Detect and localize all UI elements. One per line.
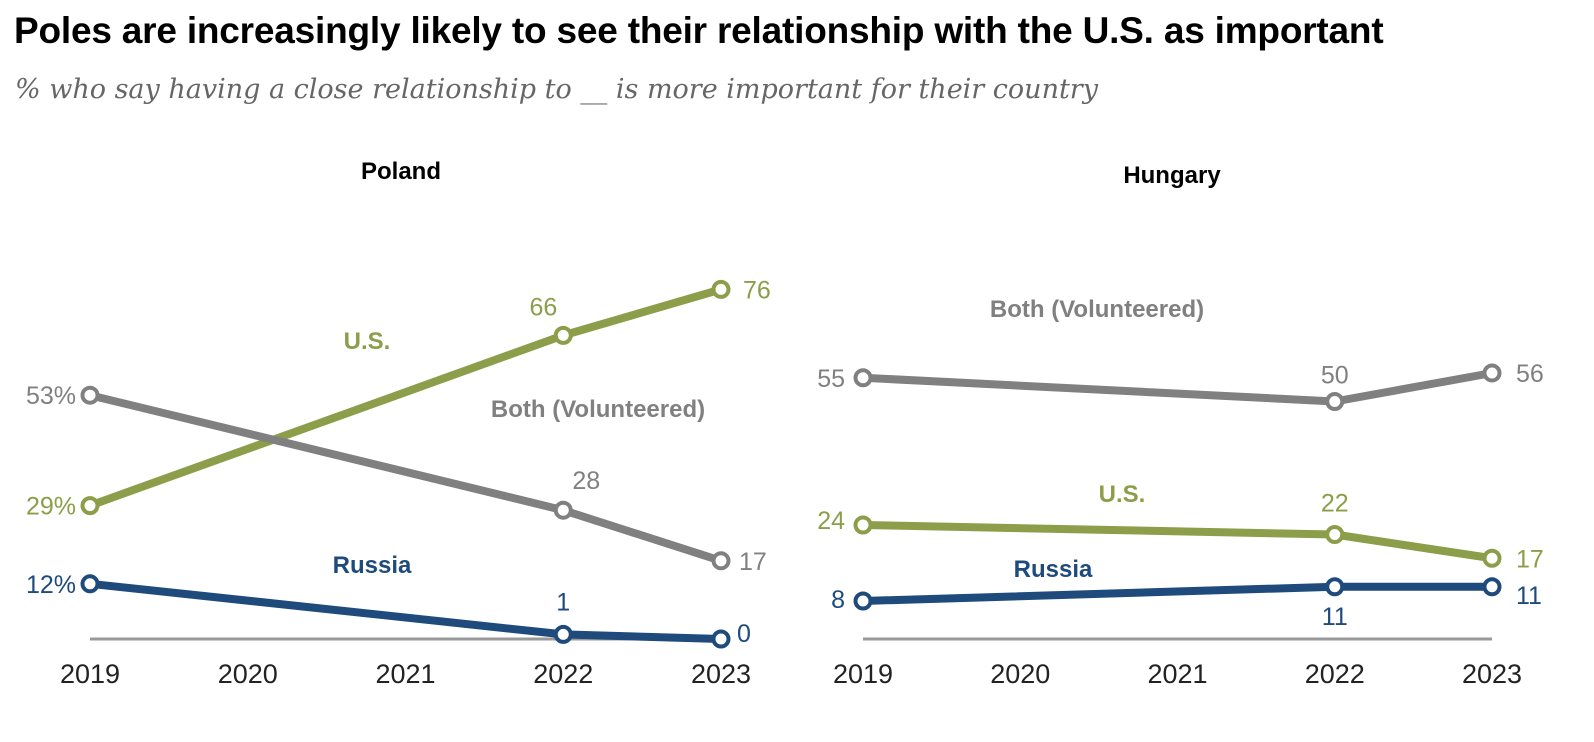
data-point <box>1482 548 1502 568</box>
data-label: 11 <box>1516 582 1542 610</box>
data-label: 29% <box>26 493 76 521</box>
x-tick-label: 2023 <box>691 659 751 689</box>
data-point <box>1325 392 1345 411</box>
data-label: 66 <box>529 293 557 321</box>
x-tick-label: 2023 <box>1462 659 1522 689</box>
data-point <box>853 591 873 611</box>
series-label-russia: Russia <box>1014 556 1093 583</box>
panel-title-hungary: Hungary <box>1123 162 1221 189</box>
data-label: 56 <box>1516 360 1544 388</box>
data-point <box>80 385 100 405</box>
data-label: 53% <box>26 382 76 410</box>
data-point <box>853 368 873 388</box>
data-point <box>711 551 731 571</box>
x-tick-label: 2019 <box>60 659 120 689</box>
series-label-both-volunteered: Both (Volunteered) <box>990 296 1204 323</box>
data-label: 0 <box>737 620 751 648</box>
x-tick-label: 2020 <box>990 659 1050 689</box>
data-label: 8 <box>831 586 845 614</box>
data-point <box>1482 577 1502 597</box>
series-label-both-volunteered: Both (Volunteered) <box>491 396 705 423</box>
data-point <box>711 279 731 299</box>
chart-subtitle: % who say having a close relationship to… <box>15 74 1098 105</box>
data-point <box>553 325 573 345</box>
data-point <box>1482 363 1502 383</box>
data-point <box>711 629 731 649</box>
series-line-u-s <box>859 521 1496 563</box>
x-tick-label: 2020 <box>218 659 278 689</box>
data-label: 17 <box>1516 545 1544 573</box>
x-tick-label: 2022 <box>533 659 593 689</box>
series-label-russia: Russia <box>333 552 412 579</box>
data-label: 17 <box>739 548 767 576</box>
data-label: 76 <box>743 276 771 304</box>
series-label-u-s: U.S. <box>344 328 391 355</box>
series-line-russia <box>859 582 1496 605</box>
data-point <box>1325 525 1345 544</box>
data-label: 22 <box>1321 490 1349 518</box>
data-point <box>80 496 100 516</box>
x-tick-label: 2021 <box>1147 659 1207 689</box>
panel-title-poland: Poland <box>361 158 441 185</box>
data-point <box>1325 577 1345 597</box>
series-label-u-s: U.S. <box>1099 481 1146 508</box>
x-tick-label: 2021 <box>375 659 435 689</box>
series-line-both-volunteered <box>859 369 1496 406</box>
x-tick-label: 2022 <box>1305 659 1365 689</box>
data-point <box>80 574 100 594</box>
data-label: 28 <box>572 467 600 495</box>
data-label: 11 <box>1322 603 1348 631</box>
data-label: 24 <box>817 507 845 535</box>
data-label: 50 <box>1321 362 1349 390</box>
data-label: 1 <box>556 588 570 616</box>
x-tick-label: 2019 <box>833 659 893 689</box>
data-point <box>853 515 873 535</box>
data-point <box>553 624 573 644</box>
chart-title: Poles are increasingly likely to see the… <box>14 10 1384 51</box>
series-line-russia <box>86 579 725 643</box>
data-point <box>553 500 573 520</box>
data-label: 55 <box>817 365 845 393</box>
data-label: 12% <box>26 571 76 599</box>
